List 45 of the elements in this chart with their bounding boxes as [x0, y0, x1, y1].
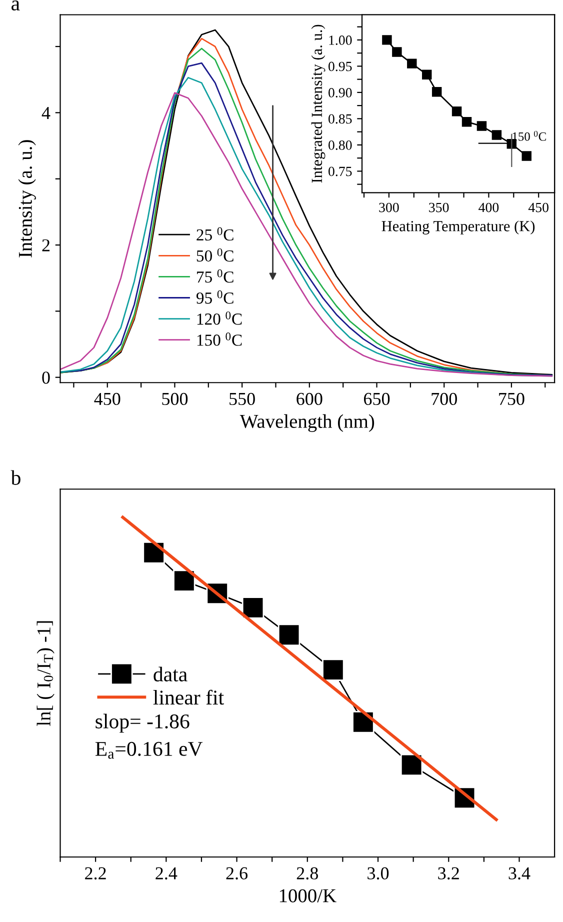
x-tick-label: 700	[432, 392, 457, 406]
y-tick-label: 0.95	[328, 62, 352, 72]
legend-label: 25 $^{0}$C	[196, 227, 234, 241]
legend-label: 120 $^{0}$C	[197, 311, 242, 325]
legend-label: 95 $^{0}$C	[196, 290, 234, 304]
x-tick-label: 450	[94, 392, 120, 406]
y-tick-label: 0.75	[328, 166, 352, 176]
x-tick-label: 650	[364, 392, 390, 406]
legend-label: 50 $^{0}$C	[196, 248, 234, 262]
y-tick-label: 1.00	[329, 36, 352, 45]
chart-title: a	[12, 0, 20, 11]
chart-title: b	[10, 470, 20, 485]
x-tick-label: 600	[296, 392, 322, 406]
x-axis-title: 1000/K	[280, 889, 336, 902]
x-tick-label: 3.2	[438, 867, 459, 880]
x-tick-label: 2.4	[156, 867, 178, 880]
legend-label: linear fit	[153, 690, 224, 705]
y-axis-title: Integrated Intensity (a. u.)	[311, 24, 326, 183]
x-tick-label: 400	[478, 202, 499, 212]
y-tick-label: 0	[42, 372, 50, 384]
y-tick-label: 0.90	[328, 88, 352, 98]
y-tick-label: 4	[42, 107, 50, 119]
x-tick-label: 500	[162, 392, 188, 406]
x-axis-title: Heating Temperature (K)	[382, 220, 535, 234]
y-axis-title: Intensity (a. u.)	[18, 140, 36, 258]
x-tick-label: 450	[528, 202, 548, 212]
annotation: E$_{a}$=0.161 eV	[95, 742, 203, 759]
x-tick-label: 2.6	[226, 867, 248, 880]
x-tick-label: 2.2	[85, 867, 106, 880]
x-tick-label: 750	[499, 392, 524, 406]
annotation: slop= -1.86	[96, 714, 190, 733]
x-tick-label: 2.8	[296, 867, 318, 880]
x-axis-title: Wavelength (nm)	[240, 414, 374, 432]
x-tick-label: 550	[230, 392, 255, 406]
y-tick-label: 2	[42, 239, 50, 252]
y-tick-label: 0.80	[328, 140, 352, 150]
x-tick-label: 3.4	[508, 867, 530, 880]
x-tick-label: 3.0	[368, 867, 389, 880]
y-tick-label: 0.85	[328, 114, 352, 124]
legend-label: 150 $^{0}$C	[197, 332, 242, 346]
x-tick-label: 300	[379, 202, 399, 212]
y-axis-title: ln[ ( I$_{0}$/I$_{T}$) -1]	[36, 621, 54, 726]
legend-label: 75 $^{0}$C	[197, 269, 234, 283]
x-tick-label: 350	[429, 202, 449, 212]
legend-label: data	[154, 666, 188, 682]
